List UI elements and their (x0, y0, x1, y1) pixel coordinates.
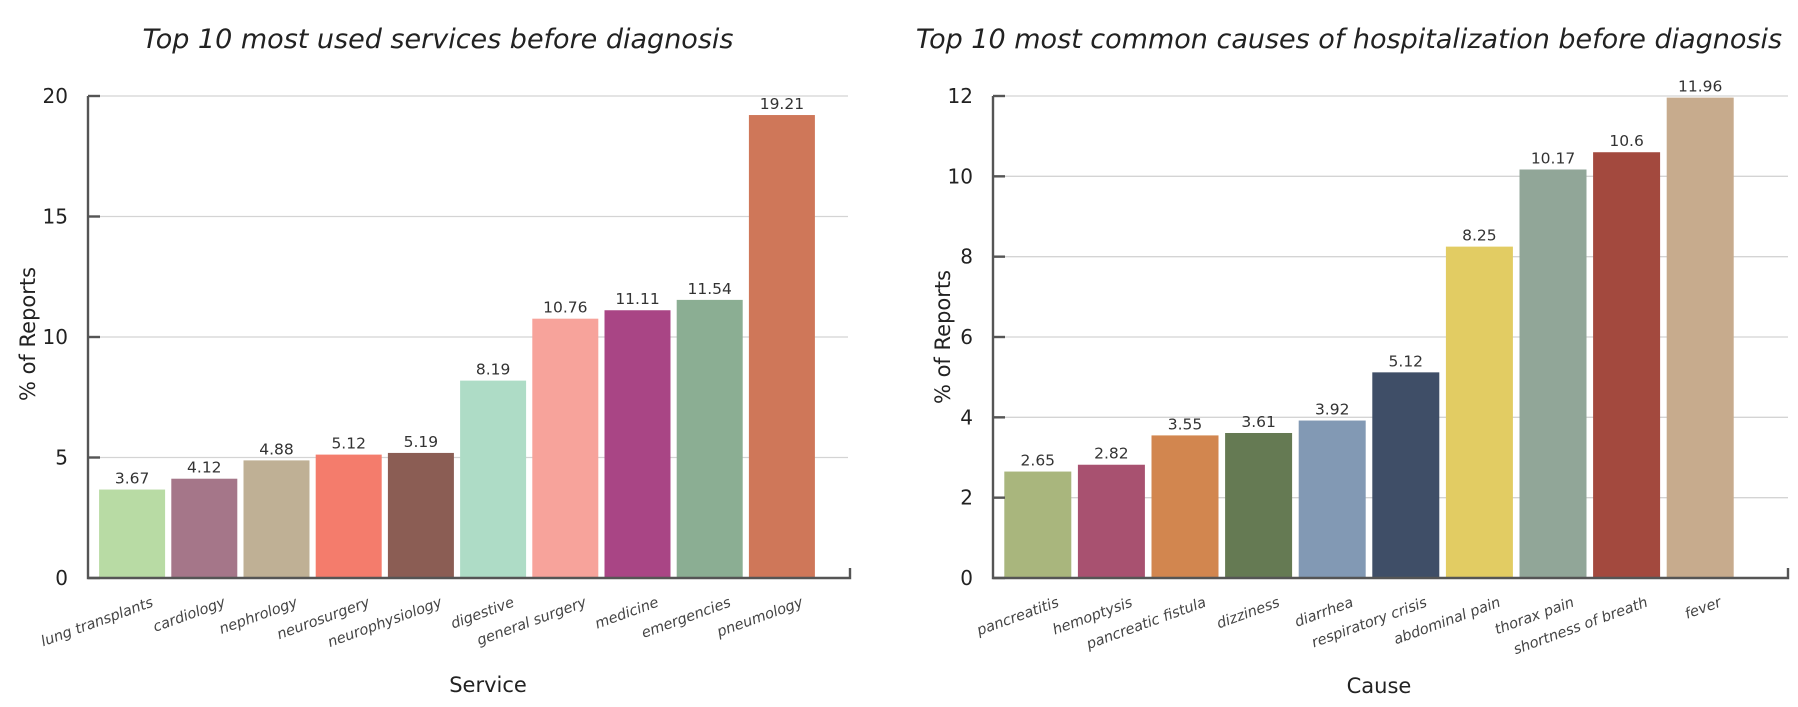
chart-title: Top 10 most used services before diagnos… (143, 24, 734, 55)
y-axis-label: % of Reports (16, 267, 40, 401)
bar-general-surgery (532, 318, 599, 578)
bar-digestive (460, 380, 527, 578)
bar-pancreatic-fistula (1151, 435, 1219, 578)
bar-value-label: 2.82 (1094, 445, 1129, 463)
bar-value-label: 10.6 (1609, 132, 1644, 150)
x-tick-label: pancreatitis (974, 595, 1062, 640)
y-tick-label: 0 (960, 566, 973, 590)
bar-value-label: 11.11 (615, 290, 659, 308)
bar-pancreatitis (1004, 471, 1072, 578)
bar-value-label: 5.19 (404, 433, 439, 451)
x-tick-label: cardiology (151, 595, 228, 636)
bar-lung-transplants (99, 489, 166, 578)
y-tick-label: 6 (960, 325, 973, 349)
y-tick-label: 8 (960, 245, 973, 269)
bar-value-label: 3.92 (1315, 401, 1350, 419)
bar-nephrology (243, 460, 310, 578)
bar-value-label: 8.19 (476, 361, 511, 379)
axes (86, 96, 852, 580)
bar-shortness-of-breath (1593, 152, 1661, 578)
bar-neurophysiology (387, 452, 454, 578)
bar-medicine (604, 310, 671, 578)
bar-value-label: 2.65 (1021, 452, 1056, 470)
bar-pneumology (748, 115, 815, 578)
bar-cardiology (171, 478, 238, 578)
x-tick-label: dizziness (1215, 595, 1283, 633)
x-axis-label: Service (449, 673, 527, 697)
bar-diarrhea (1298, 420, 1366, 578)
hospitalization-causes-chart: Top 10 most common causes of hospitaliza… (916, 24, 1790, 698)
bar-value-label: 8.25 (1462, 227, 1497, 245)
bar-value-label: 5.12 (331, 435, 366, 453)
y-tick-label: 10 (43, 325, 68, 349)
bar-thorax-pain (1519, 169, 1587, 578)
bar-hemoptysis (1077, 464, 1145, 578)
bar-value-label: 4.88 (259, 440, 294, 458)
x-tick-label: fever (1683, 594, 1725, 622)
x-tick-label: shortness of breath (1511, 595, 1649, 658)
y-tick-label: 4 (960, 405, 973, 429)
bar-value-label: 4.12 (187, 459, 222, 477)
bar-value-label: 11.54 (688, 280, 732, 298)
y-axis-label: % of Reports (931, 270, 955, 404)
bar-abdominal-pain (1445, 246, 1513, 578)
bar-neurosurgery (315, 454, 382, 578)
bar-fever (1666, 97, 1734, 579)
y-tick-label: 10 (948, 164, 973, 188)
services-chart: Top 10 most used services before diagnos… (16, 24, 852, 697)
bar-value-label: 5.12 (1389, 352, 1424, 370)
bar-value-label: 11.96 (1678, 78, 1722, 96)
y-tick-label: 12 (948, 84, 973, 108)
bar-value-label: 3.67 (115, 470, 150, 488)
bar-emergencies (676, 299, 743, 578)
bar-value-label: 3.61 (1241, 413, 1276, 431)
x-axis-label: Cause (1347, 674, 1412, 698)
x-tick-label: lung transplants (39, 595, 156, 651)
x-tick-label: pancreatic fistula (1084, 595, 1209, 653)
y-tick-label: 2 (960, 486, 973, 510)
bar-value-label: 3.55 (1168, 415, 1203, 433)
bar-value-label: 10.17 (1531, 150, 1575, 168)
y-tick-label: 20 (43, 84, 68, 108)
y-tick-label: 15 (43, 205, 68, 229)
bar-dizziness (1225, 432, 1293, 578)
bar-value-label: 19.21 (760, 95, 804, 113)
y-tick-label: 0 (55, 566, 68, 590)
axes (991, 96, 1790, 580)
bar-respiratory-crisis (1372, 372, 1440, 578)
y-tick-label: 5 (55, 446, 68, 470)
bar-value-label: 10.76 (543, 299, 587, 317)
chart-title: Top 10 most common causes of hospitaliza… (916, 24, 1782, 55)
